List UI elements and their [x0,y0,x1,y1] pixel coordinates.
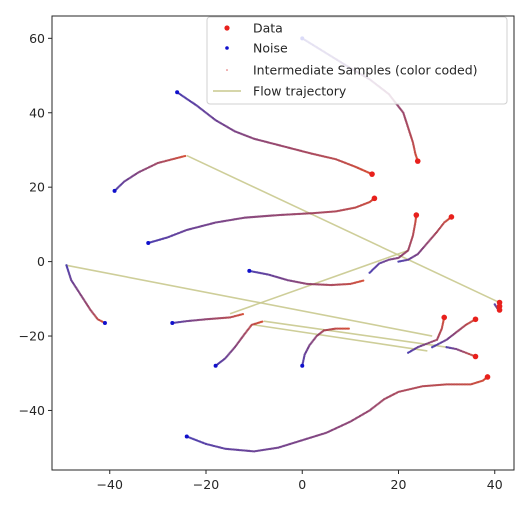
legend-noise-marker [225,46,229,50]
noise-point-2 [112,188,117,193]
sample-point [183,154,187,158]
sample-point [339,327,342,330]
legend: Data Noise Intermediate Samples (color c… [206,16,508,105]
x-tick-label: 0 [298,477,306,492]
y-tick-label: 40 [29,105,45,120]
sample-point [445,383,448,386]
sample-point [451,383,455,386]
trajectory-8 [171,312,245,325]
data-point-0 [414,158,421,164]
sample-point [346,327,349,330]
flow-line-0 [186,154,500,304]
trajectory-2 [113,154,187,193]
x-tick-label: 40 [487,477,503,492]
noise-point-8 [300,363,305,368]
trajectory-4 [248,269,365,287]
legend-noise-label: Noise [253,41,288,56]
flow-line-1 [66,264,433,337]
y-tick-label: −20 [19,329,45,344]
sample-point [337,327,341,330]
sample-point [342,327,346,330]
noise-points-layer [102,36,305,439]
sample-point [461,383,464,386]
y-tick-label: −40 [19,403,45,418]
noise-point-3 [146,241,151,245]
y-tick-label: 20 [29,180,45,195]
data-points-layer [369,158,503,380]
noise-point-7 [213,363,218,368]
sample-point [463,383,466,386]
data-point-2 [371,195,378,202]
legend-samples-label: Intermediate Samples (color coded) [253,63,478,78]
legend-samples-marker [226,69,228,71]
trajectory-12 [431,318,476,349]
y-tick-label: 60 [29,31,45,46]
x-tick-label: −20 [193,477,219,492]
data-point-6 [472,316,479,323]
data-point-5 [441,314,448,321]
data-point-3 [413,212,420,218]
x-tick-label: 20 [391,477,407,492]
plot-frame [51,15,515,471]
x-tick-label: −40 [97,477,123,492]
sample-point [334,327,338,330]
noise-point-6 [170,321,175,326]
y-tick-label: 0 [37,254,45,269]
sample-point [448,383,451,386]
x-axis: −40 −20 0 20 40 [97,470,503,492]
sample-point [344,327,347,330]
flow-line-4 [254,324,428,352]
sample-point [455,383,458,386]
trajectory-6 [397,216,452,263]
sample-point [459,383,463,386]
noise-point-4 [247,268,252,273]
sample-point [362,279,365,282]
data-point-8 [484,374,491,380]
sample-point [450,383,453,386]
data-point-11 [496,307,503,313]
sample-point [456,383,460,386]
noise-point-5 [102,321,107,326]
sample-point [341,327,344,330]
sample-point [464,383,468,386]
legend-data-marker [224,25,230,31]
intermediate-samples-layer [65,37,500,453]
noise-point-1 [175,90,180,95]
flow-line-3 [229,249,409,315]
trajectory-3 [147,198,375,245]
legend-data-label: Data [253,21,283,36]
sample-point [447,383,450,386]
sample-point [458,383,461,386]
data-point-7 [472,353,479,360]
sample-point [453,383,456,386]
data-point-1 [369,171,375,177]
trajectory-10 [301,327,350,367]
y-axis: −40 −20 0 20 40 60 [19,31,52,418]
legend-flow-label: Flow trajectory [253,84,347,99]
sample-point [336,327,339,330]
trajectory-11 [406,317,446,354]
data-point-4 [448,214,455,220]
sample-point [241,312,245,316]
sample-point [347,327,350,330]
sample-point [467,383,471,386]
sample-point [261,320,264,323]
legend-box [206,16,508,105]
flow-trajectory-layer [66,154,500,352]
trajectory-14 [185,376,488,453]
sample-point [466,383,469,386]
flow-line-2 [263,320,447,348]
noise-point-9 [184,434,189,439]
trajectory-7 [65,264,105,324]
